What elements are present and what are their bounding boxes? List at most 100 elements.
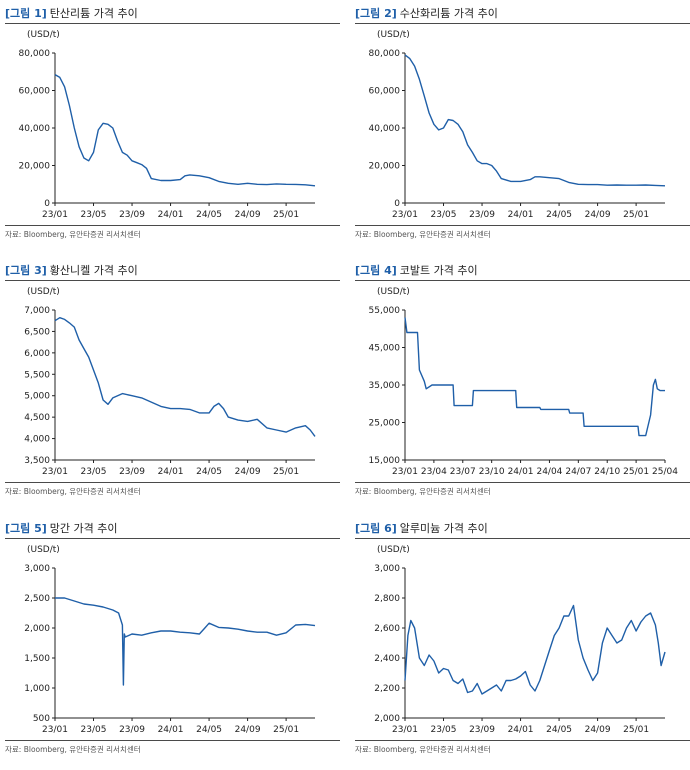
x-tick-label: 24/07 bbox=[565, 467, 591, 477]
x-tick-label: 25/01 bbox=[273, 467, 299, 477]
chart-title-row: [그림 1] 탄산리튬 가격 추이 bbox=[5, 5, 340, 21]
x-tick-label: 23/01 bbox=[392, 467, 418, 477]
y-tick-label: 40,000 bbox=[369, 124, 401, 134]
x-tick-label: 23/09 bbox=[119, 467, 145, 477]
price-series-line bbox=[54, 73, 316, 187]
y-tick-label: 80,000 bbox=[369, 49, 401, 59]
chart-title-row: [그림 3] 황산니켈 가격 추이 bbox=[5, 262, 340, 278]
x-tick-label: 25/01 bbox=[273, 725, 299, 735]
chart-title-row: [그림 5] 망간 가격 추이 bbox=[5, 520, 340, 536]
x-tick-label: 23/01 bbox=[392, 725, 418, 735]
x-tick-label: 25/04 bbox=[652, 467, 678, 477]
line-chart: (USD/t) 15,000 25,000 35,000 45,000 55,000 23/… bbox=[369, 287, 679, 477]
chart-panel-4: [그림 4] 코발트 가격 추이 (USD/t) 15,000 25,000 35,00… bbox=[355, 262, 690, 512]
x-tick-label: 24/10 bbox=[594, 467, 620, 477]
title-divider bbox=[5, 280, 340, 281]
x-tick-label: 24/05 bbox=[196, 210, 222, 220]
x-tick-label: 24/04 bbox=[536, 467, 562, 477]
y-axis-unit-label: (USD/t) bbox=[27, 545, 60, 555]
x-tick-label: 24/05 bbox=[546, 725, 572, 735]
price-series-line bbox=[404, 317, 665, 437]
y-tick-label: 20,000 bbox=[369, 162, 401, 172]
y-tick-label: 55,000 bbox=[369, 306, 401, 316]
source-divider bbox=[5, 740, 340, 741]
figure-label: [그림 5] bbox=[5, 522, 47, 535]
x-tick-label: 24/01 bbox=[158, 725, 184, 735]
y-tick-label: 15,000 bbox=[369, 456, 401, 466]
x-tick-label: 23/10 bbox=[479, 467, 505, 477]
source-note: 자료: Bloomberg, 유안타증권 리서치센터 bbox=[5, 487, 141, 496]
y-tick-label: 35,000 bbox=[369, 381, 401, 391]
y-tick-label: 3,000 bbox=[374, 564, 400, 574]
y-tick-label: 6,000 bbox=[24, 349, 50, 359]
y-axis-unit-label: (USD/t) bbox=[377, 545, 410, 555]
y-axis-unit-label: (USD/t) bbox=[27, 287, 60, 297]
y-tick-label: 80,000 bbox=[19, 49, 51, 59]
y-tick-label: 20,000 bbox=[19, 162, 51, 172]
chart-title: 알루미늄 가격 추이 bbox=[399, 522, 488, 535]
x-tick-label: 24/09 bbox=[585, 725, 611, 735]
line-chart: (USD/t) 3,500 4,000 4,500 5,000 5,500 6,000 6,5… bbox=[24, 287, 316, 477]
y-tick-label: 2,000 bbox=[374, 714, 400, 724]
x-tick-label: 23/04 bbox=[421, 467, 447, 477]
source-divider bbox=[5, 482, 340, 483]
y-tick-label: 5,000 bbox=[24, 392, 50, 402]
source-note: 자료: Bloomberg, 유안타증권 리서치센터 bbox=[355, 745, 491, 754]
chart-panel-1: [그림 1] 탄산리튬 가격 추이 (USD/t) 0 20,000 40,000 60,… bbox=[5, 5, 340, 255]
x-tick-label: 24/05 bbox=[196, 725, 222, 735]
y-axis-unit-label: (USD/t) bbox=[27, 30, 60, 40]
x-tick-label: 24/01 bbox=[508, 725, 534, 735]
chart-title: 코발트 가격 추이 bbox=[399, 264, 478, 277]
y-tick-label: 0 bbox=[44, 199, 50, 209]
figure-label: [그림 4] bbox=[355, 264, 397, 277]
source-divider bbox=[355, 740, 690, 741]
title-divider bbox=[355, 23, 690, 24]
y-tick-label: 4,500 bbox=[24, 413, 50, 423]
source-note: 자료: Bloomberg, 유안타증권 리서치센터 bbox=[355, 230, 491, 239]
source-divider bbox=[355, 225, 690, 226]
y-tick-label: 2,500 bbox=[24, 594, 50, 604]
x-tick-label: 25/01 bbox=[273, 210, 299, 220]
chart-title: 황산니켈 가격 추이 bbox=[49, 264, 138, 277]
line-chart: (USD/t) 0 20,000 40,000 60,000 80,000 23/01 23/… bbox=[369, 30, 666, 220]
title-divider bbox=[355, 280, 690, 281]
y-tick-label: 2,800 bbox=[374, 594, 400, 604]
y-tick-label: 2,200 bbox=[374, 684, 400, 694]
price-series-line bbox=[55, 597, 316, 686]
x-tick-label: 24/09 bbox=[235, 725, 261, 735]
x-tick-label: 23/01 bbox=[42, 467, 68, 477]
source-note: 자료: Bloomberg, 유안타증권 리서치센터 bbox=[5, 745, 141, 754]
x-tick-label: 23/09 bbox=[119, 725, 145, 735]
y-tick-label: 500 bbox=[33, 714, 50, 724]
figure-label: [그림 1] bbox=[5, 7, 47, 20]
line-chart: (USD/t) 2,000 2,200 2,400 2,600 2,800 3,000 23/… bbox=[374, 545, 666, 735]
y-tick-label: 5,500 bbox=[24, 370, 50, 380]
y-tick-label: 1,500 bbox=[24, 654, 50, 664]
x-tick-label: 23/09 bbox=[469, 725, 495, 735]
y-tick-label: 40,000 bbox=[19, 124, 51, 134]
chart-title-row: [그림 6] 알루미늄 가격 추이 bbox=[355, 520, 690, 536]
y-axis-unit-label: (USD/t) bbox=[377, 287, 410, 297]
chart-title-row: [그림 2] 수산화리튬 가격 추이 bbox=[355, 5, 690, 21]
figure-label: [그림 2] bbox=[355, 7, 397, 20]
x-tick-label: 23/09 bbox=[469, 210, 495, 220]
source-divider bbox=[355, 482, 690, 483]
chart-title: 수산화리튬 가격 추이 bbox=[399, 7, 498, 20]
x-tick-label: 23/01 bbox=[392, 210, 418, 220]
x-tick-label: 24/09 bbox=[235, 467, 261, 477]
x-tick-label: 24/09 bbox=[585, 210, 611, 220]
title-divider bbox=[5, 23, 340, 24]
x-tick-label: 23/05 bbox=[81, 467, 107, 477]
x-tick-label: 24/01 bbox=[158, 210, 184, 220]
figure-label: [그림 6] bbox=[355, 522, 397, 535]
title-divider bbox=[355, 538, 690, 539]
chart-title: 탄산리튬 가격 추이 bbox=[49, 7, 138, 20]
chart-title: 망간 가격 추이 bbox=[49, 522, 118, 535]
chart-panel-6: [그림 6] 알루미늄 가격 추이 (USD/t) 2,000 2,200 2,400 2… bbox=[355, 520, 690, 770]
source-note: 자료: Bloomberg, 유안타증권 리서치센터 bbox=[5, 230, 141, 239]
line-chart: (USD/t) 0 20,000 40,000 60,000 80,000 23/01 23/… bbox=[19, 30, 316, 220]
y-tick-label: 2,600 bbox=[374, 624, 400, 634]
y-tick-label: 0 bbox=[394, 199, 400, 209]
x-tick-label: 23/05 bbox=[431, 725, 457, 735]
y-tick-label: 3,000 bbox=[24, 564, 50, 574]
